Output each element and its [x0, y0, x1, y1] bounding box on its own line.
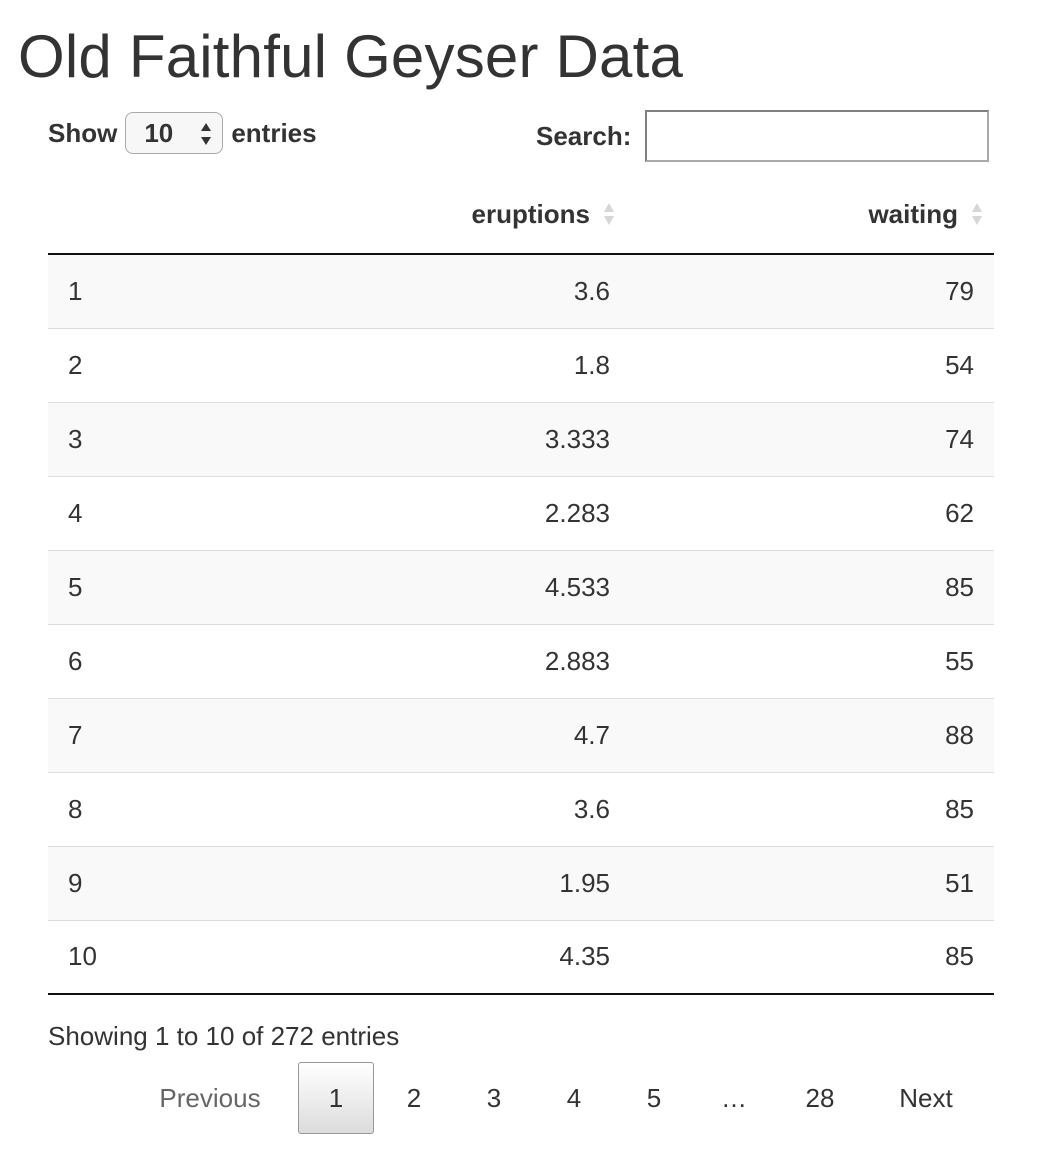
table-row: 8 3.6 85 [48, 771, 994, 846]
column-header-index[interactable] [48, 176, 168, 255]
select-arrows-icon [201, 123, 212, 145]
search-control: Search: [536, 110, 990, 162]
waiting-cell: 85 [630, 549, 994, 624]
row-index-cell: 4 [48, 475, 168, 550]
search-label: Search: [536, 120, 632, 151]
page-title: Old Faithful Geyser Data [18, 23, 684, 90]
row-index-cell: 10 [48, 919, 168, 995]
eruptions-cell: 4.533 [168, 549, 630, 624]
table-row: 4 2.283 62 [48, 475, 994, 550]
table-row: 7 4.7 88 [48, 697, 994, 772]
waiting-cell: 85 [630, 771, 994, 846]
show-label: Show [48, 117, 118, 148]
row-index-cell: 2 [48, 327, 168, 402]
page-28-button[interactable]: 28 [805, 1082, 835, 1113]
page-5-button[interactable]: 5 [646, 1082, 662, 1113]
eruptions-cell: 2.283 [168, 475, 630, 550]
waiting-cell: 54 [630, 327, 994, 402]
waiting-cell: 51 [630, 845, 994, 920]
entries-label: entries [231, 117, 317, 148]
waiting-cell: 88 [630, 697, 994, 772]
data-table: eruptions waiting 1 3.6 79 2 1.8 [48, 176, 994, 995]
eruptions-cell: 1.95 [168, 845, 630, 920]
next-page-button[interactable]: Next [899, 1082, 953, 1113]
sort-icon [604, 203, 614, 225]
row-index-cell: 7 [48, 697, 168, 772]
eruptions-cell: 3.6 [168, 254, 630, 328]
previous-page-button[interactable]: Previous [159, 1082, 261, 1113]
row-index-cell: 6 [48, 623, 168, 698]
waiting-cell: 74 [630, 401, 994, 476]
page-4-button[interactable]: 4 [566, 1082, 582, 1113]
eruptions-cell: 4.7 [168, 697, 630, 772]
pagination-ellipsis: … [721, 1082, 747, 1113]
entries-per-page-select[interactable]: 10 [125, 112, 224, 154]
table-row: 1 3.6 79 [48, 254, 994, 328]
row-index-cell: 5 [48, 549, 168, 624]
table-header-row: eruptions waiting [48, 176, 994, 255]
row-index-cell: 1 [48, 254, 168, 328]
column-header-waiting-label: waiting [868, 199, 958, 229]
table-info: Showing 1 to 10 of 272 entries [48, 1021, 400, 1051]
waiting-cell: 79 [630, 254, 994, 328]
table-row: 3 3.333 74 [48, 401, 994, 476]
table-row: 5 4.533 85 [48, 549, 994, 624]
column-header-eruptions-label: eruptions [471, 199, 590, 229]
row-index-cell: 8 [48, 771, 168, 846]
row-index-cell: 9 [48, 845, 168, 920]
sort-icon [972, 203, 982, 225]
waiting-cell: 85 [630, 919, 994, 995]
waiting-cell: 55 [630, 623, 994, 698]
eruptions-cell: 4.35 [168, 919, 630, 995]
column-header-eruptions[interactable]: eruptions [168, 176, 630, 255]
table-row: 9 1.95 51 [48, 845, 994, 920]
page-1-button[interactable]: 1 [298, 1062, 374, 1134]
row-index-cell: 3 [48, 401, 168, 476]
eruptions-cell: 1.8 [168, 327, 630, 402]
pagination: Previous 1 2 3 4 5 … 28 Next [134, 1062, 986, 1134]
table-row: 2 1.8 54 [48, 327, 994, 402]
table-row: 6 2.883 55 [48, 623, 994, 698]
eruptions-cell: 2.883 [168, 623, 630, 698]
eruptions-cell: 3.6 [168, 771, 630, 846]
entries-per-page-value: 10 [144, 117, 174, 148]
search-input[interactable] [645, 110, 990, 162]
table-row: 10 4.35 85 [48, 919, 994, 995]
length-control: Show 10 entries [48, 112, 317, 154]
page-3-button[interactable]: 3 [486, 1082, 502, 1113]
page-2-button[interactable]: 2 [406, 1082, 422, 1113]
eruptions-cell: 3.333 [168, 401, 630, 476]
column-header-waiting[interactable]: waiting [630, 176, 994, 255]
waiting-cell: 62 [630, 475, 994, 550]
